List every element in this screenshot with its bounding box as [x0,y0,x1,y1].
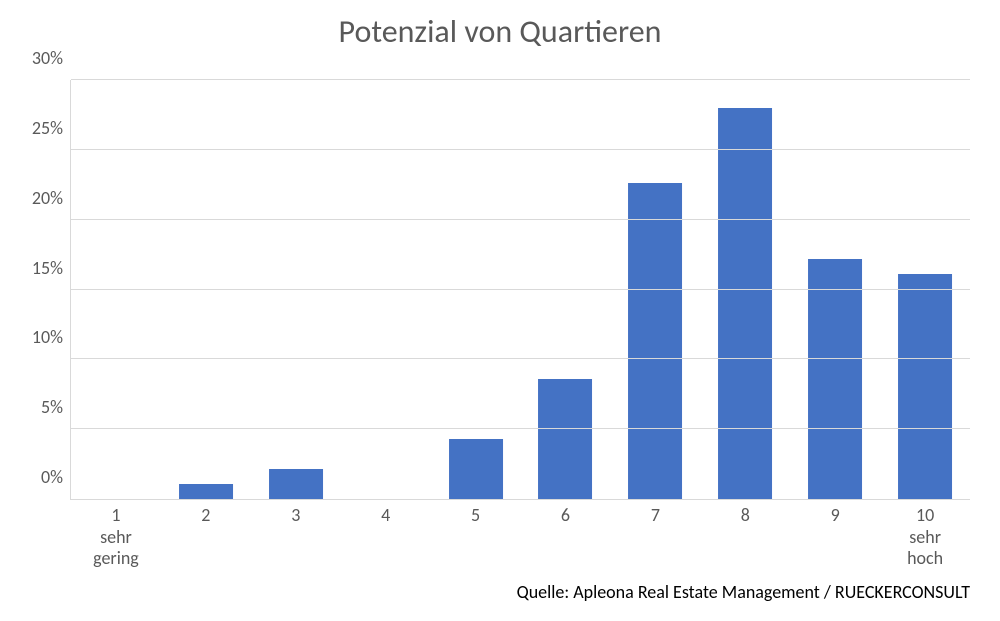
grid-line [71,289,970,290]
grid-line [71,219,970,220]
grid-line [71,428,970,429]
bar-slot: 6 [521,80,611,499]
y-axis-label: 0% [41,466,71,488]
y-axis-label: 10% [32,326,71,348]
bar [269,469,323,499]
bar-slot: 4 [341,80,431,499]
chart-title: Potenzial von Quartieren [0,12,1000,51]
x-axis-label: 7 [651,499,660,527]
bar-slot: 9 [790,80,880,499]
y-axis-label: 30% [32,47,71,69]
x-axis-label: 4 [381,499,390,527]
x-axis-label: 8 [741,499,750,527]
y-axis-label: 5% [41,396,71,418]
bar [718,108,772,499]
bar-slot: 8 [700,80,790,499]
bar-slot: 7 [610,80,700,499]
x-axis-label: 2 [201,499,210,527]
y-axis-label: 15% [32,257,71,279]
plot-area: 1 sehr gering2345678910 sehr hoch 0%5%10… [70,80,970,500]
x-axis-label: 1 sehr gering [93,499,139,570]
bar-slot: 2 [161,80,251,499]
bar [179,484,233,499]
bar-slot: 5 [431,80,521,499]
x-axis-label: 5 [471,499,480,527]
grid-line [71,79,970,80]
bars-container: 1 sehr gering2345678910 sehr hoch [71,80,970,499]
y-axis-label: 20% [32,187,71,209]
chart-source: Quelle: Apleona Real Estate Management /… [517,581,970,603]
x-axis-label: 9 [831,499,840,527]
x-axis-label: 6 [561,499,570,527]
x-axis-label: 3 [291,499,300,527]
y-axis-label: 25% [32,117,71,139]
grid-line [71,358,970,359]
bar-slot: 1 sehr gering [71,80,161,499]
bar [628,183,682,499]
bar [539,379,593,499]
x-axis-label: 10 sehr hoch [907,499,943,570]
bar [808,259,862,499]
bar [898,274,952,499]
chart-container: Potenzial von Quartieren 1 sehr gering23… [0,0,1000,621]
bar-slot: 3 [251,80,341,499]
grid-line [71,149,970,150]
bar [449,439,503,499]
bar-slot: 10 sehr hoch [880,80,970,499]
